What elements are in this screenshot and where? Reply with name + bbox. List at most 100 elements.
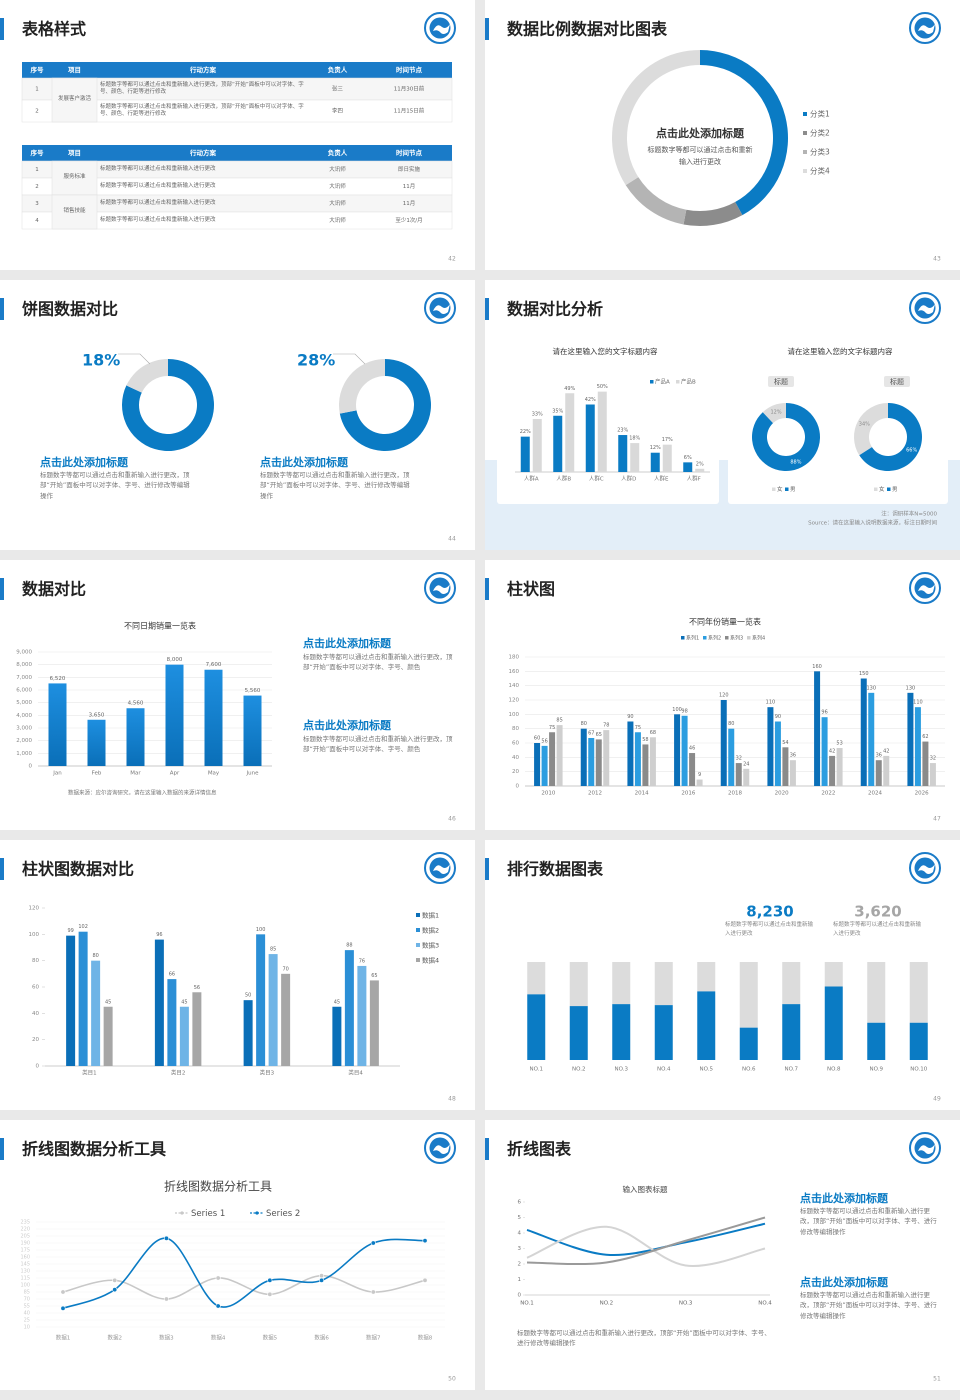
x-tick-label: NO.6	[742, 1067, 756, 1073]
data-label: 7,600	[206, 662, 222, 668]
x-tick-label: 人群F	[687, 475, 701, 483]
y-tick-label: 175	[20, 1248, 30, 1254]
chart-title: 不同年份销量一览表	[689, 617, 761, 627]
logo-mark	[433, 24, 450, 34]
line-series	[62, 1237, 426, 1310]
data-label: 24	[743, 761, 749, 767]
table-cell: 4	[35, 218, 39, 224]
bar	[66, 935, 76, 1066]
page-number: 50	[448, 1376, 456, 1383]
data-label: 6,520	[50, 676, 66, 682]
y-tick-label: 25	[24, 1318, 30, 1324]
logo-mark	[918, 304, 935, 314]
legend-swatch	[803, 131, 807, 135]
y-tick-label: 80	[512, 726, 519, 732]
logo-mark	[918, 584, 935, 594]
line-point	[163, 1296, 169, 1302]
table-cell: 11月30日前	[394, 85, 425, 93]
data-label: 85	[270, 947, 276, 953]
body-text-box: 标题数字等都可以通过点击和重新输入进行更改，顶部“开始”面板中可以对字体、字号、…	[800, 1291, 937, 1320]
source-note: 数据来源：应尔咨询研究，请在这里输入数据的来源详情信息	[68, 789, 217, 797]
table-header: 行动方案	[189, 148, 217, 157]
table-header: 负责人	[328, 65, 348, 74]
data-label: 130	[866, 685, 876, 691]
bar	[696, 779, 703, 786]
bar	[603, 730, 610, 786]
table-header: 负责人	[328, 148, 348, 157]
bar	[883, 755, 890, 786]
bar	[204, 669, 223, 766]
legend-swatch	[803, 150, 807, 154]
table-cell: 张三	[332, 85, 344, 93]
data-label: 75	[549, 725, 555, 731]
body-text: 标题数字等都可以通过点击和重新输入进行更改，顶部“开始”面板中可以对字体、字号、…	[40, 471, 190, 500]
y-tick-label: 140	[509, 683, 520, 689]
data-label: 50	[245, 993, 251, 999]
x-tick-label: 类目1	[82, 1069, 97, 1077]
line-series	[526, 1225, 766, 1268]
donut-label: 标题	[890, 377, 904, 386]
x-tick-label: 数据3	[159, 1334, 174, 1342]
x-tick-label: June	[246, 771, 260, 777]
bar-rest	[612, 962, 631, 1005]
data-label: 78	[603, 723, 609, 729]
data-label: 9	[698, 772, 701, 778]
bar	[642, 744, 649, 786]
slide: 数据比例数据对比图表 43 分类1 分类2 分类3 分类4 点击此处添加标题标题数字等都可以…	[485, 0, 960, 270]
data-label: 70	[282, 966, 288, 972]
x-tick-label: Mar	[130, 771, 141, 777]
bar	[929, 763, 936, 786]
page-number: 46	[448, 816, 456, 823]
table-cell: 2	[35, 184, 39, 190]
x-tick-label: Apr	[170, 771, 180, 777]
bar	[836, 748, 843, 786]
x-tick-label: 人群A	[524, 475, 539, 483]
legend-swatch	[772, 487, 776, 491]
donut-segment	[126, 359, 168, 393]
table-cell: 发展客户激活	[57, 96, 91, 103]
legend-swatch	[681, 636, 685, 640]
title-accent	[485, 1138, 489, 1160]
x-tick-label: Jan	[52, 771, 62, 777]
table-cell-box: 销售技能	[63, 208, 85, 214]
stat-value: 8,230	[746, 903, 793, 921]
donut-segment	[625, 177, 687, 225]
legend-swatch	[650, 380, 654, 384]
data-label: 22%	[520, 429, 531, 435]
body-text-box: 标题数字等都可以通过点击和重新输入进行更改，顶部“开始”面板中可以对字体、字号、…	[800, 1207, 937, 1236]
x-tick-label: NO.8	[827, 1067, 841, 1073]
logo-mark	[433, 304, 450, 314]
legend-label: 分类2	[810, 128, 830, 138]
x-tick-label: 数据1	[56, 1334, 71, 1342]
legend-swatch	[676, 380, 680, 384]
body-text: 标题数字等都可以通过点击和重新输入进行更改，顶部“开始”面板中可以对字体、字号、…	[303, 653, 453, 672]
title-accent	[0, 18, 4, 40]
body-text-box: 标题数字等都可以通过点击和重新输入进行更改，顶部“开始”面板中可以对字体、字号、…	[517, 1329, 771, 1347]
bar	[662, 444, 672, 472]
table-header-bg	[22, 145, 452, 161]
data-label: 60	[534, 736, 540, 742]
logo-mark	[433, 584, 450, 594]
slide-title: 折线图数据分析工具	[22, 1140, 166, 1159]
data-label: 110	[766, 700, 776, 706]
bar	[618, 435, 628, 472]
table-header-bg	[22, 62, 452, 78]
line-point	[319, 1277, 325, 1283]
body-text: 标题数字等都可以通过点击和重新输入进行更改，顶部“开始”面板中可以对字体、字号、…	[303, 735, 453, 754]
table-cell: 标题数字等都可以通过点击和重新输入进行更改，顶部“开始”面板中可以对字体、字号、…	[100, 103, 304, 117]
line-series	[526, 1222, 766, 1256]
data-label: 88	[346, 943, 352, 949]
bar	[532, 418, 542, 472]
bar	[720, 700, 727, 786]
slide-title: 柱状图数据对比	[22, 860, 134, 879]
x-tick-label: NO.3	[679, 1301, 693, 1307]
data-label: 5,560	[245, 688, 261, 694]
line-series	[62, 1274, 426, 1300]
slide: 折线图表 51 输入图表标题 0 1 2 3 4 5 6 NO.1 NO.2 NO.3 NO.4 点击此处添…	[485, 1120, 960, 1390]
table-cell: 标题数字等都可以通过点击和重新输入进行更改	[100, 165, 216, 172]
y-tick-label: 120	[509, 698, 520, 704]
table-cell-box: 标题数字等都可以通过点击和重新输入进行更改	[100, 217, 216, 223]
line-point	[60, 1305, 66, 1311]
slide-bg	[485, 1120, 960, 1390]
